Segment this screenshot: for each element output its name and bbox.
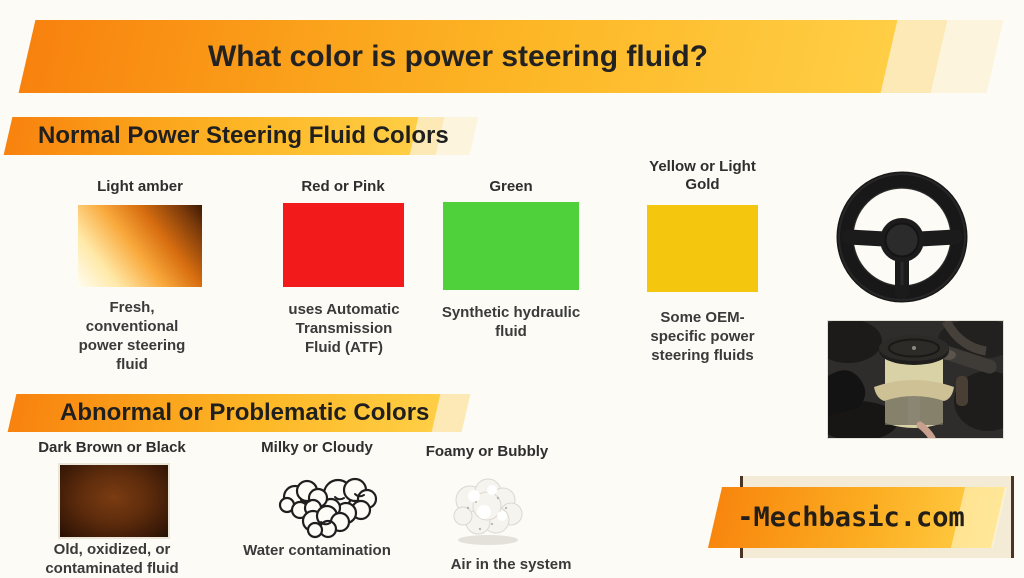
caption-milky: Water contamination: [243, 542, 391, 559]
swatch-gold: [647, 205, 758, 292]
caption-light-amber: Fresh, conventional power steering fluid: [78, 299, 186, 373]
caption-dark-brown: Old, oxidized, or contaminated fluid: [45, 541, 179, 577]
swatch-dark-brown: [58, 463, 170, 539]
label-foamy-or-bubbly: Foamy or Bubbly: [425, 443, 549, 460]
swatch-light-amber: [78, 205, 202, 287]
label-red-or-pink: Red or Pink: [301, 178, 385, 195]
label-green: Green: [489, 178, 533, 195]
foam-icon: [453, 478, 523, 545]
abnormal-colors-header-banner: Abnormal or Problematic Colors: [4, 394, 484, 432]
abnormal-colors-heading: Abnormal or Problematic Colors: [60, 399, 430, 426]
steering-wheel-image: [836, 171, 968, 303]
swatch-green: [443, 202, 579, 290]
label-light-amber: Light amber: [97, 178, 183, 195]
swatch-red: [283, 203, 404, 287]
clouds-icon: [278, 477, 378, 539]
page-title: What color is power steering fluid?: [207, 40, 709, 73]
label-yellow-or-light-gold: Yellow or Light Gold: [649, 158, 756, 193]
brand-name: -Mechbasic.com: [737, 502, 965, 533]
brand-logo: -Mechbasic.com: [707, 474, 1017, 562]
caption-foamy: Air in the system: [450, 556, 572, 573]
caption-yellow-or-light-gold: Some OEM-specific power steering fluids: [650, 309, 755, 364]
label-dark-brown-or-black: Dark Brown or Black: [38, 439, 186, 456]
power-steering-reservoir-photo: [827, 320, 1004, 439]
normal-colors-header-banner: Normal Power Steering Fluid Colors: [0, 117, 500, 155]
caption-red-or-pink: uses Automatic Transmission Fluid (ATF): [288, 301, 400, 356]
caption-green: Synthetic hydraulic fluid: [441, 304, 581, 340]
normal-colors-heading: Normal Power Steering Fluid Colors: [38, 122, 449, 149]
title-banner: What color is power steering fluid?: [13, 20, 1004, 93]
label-milky-or-cloudy: Milky or Cloudy: [261, 439, 373, 456]
